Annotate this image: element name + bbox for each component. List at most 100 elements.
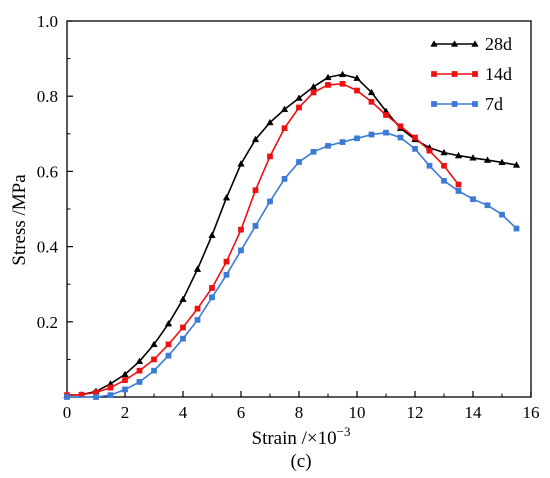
data-point-14d: [383, 112, 389, 118]
data-point-14d: [296, 104, 302, 111]
data-point-7d: [470, 196, 476, 203]
data-point-28d: [454, 151, 463, 159]
data-point-28d: [440, 148, 448, 156]
data-point-7d: [267, 198, 273, 205]
data-point-7d: [310, 148, 317, 155]
legend-label-28d: 28d: [485, 34, 512, 54]
data-point-28d: [324, 73, 332, 81]
legend-marker-7d: [472, 101, 478, 107]
data-point-7d: [441, 177, 447, 184]
figure-caption: (c): [290, 451, 311, 472]
data-point-14d: [107, 384, 114, 391]
plot-frame: [66, 20, 532, 398]
data-point-7d: [484, 202, 491, 209]
y-tick-label: 0.6: [37, 162, 58, 181]
x-axis-title-exponent: −3: [337, 424, 351, 439]
data-point-28d: [469, 154, 477, 161]
data-point-28d: [266, 118, 274, 126]
data-point-7d: [238, 247, 244, 254]
data-point-7d: [252, 223, 259, 229]
data-point-28d: [222, 193, 231, 201]
data-point-7d: [281, 176, 288, 182]
legend-marker-14d: [431, 71, 437, 77]
y-tick-label: 1.0: [37, 12, 58, 31]
data-point-14d: [412, 134, 418, 141]
data-point-7d: [209, 294, 215, 301]
data-point-7d: [64, 394, 70, 400]
data-point-28d: [135, 357, 144, 364]
data-point-7d: [223, 271, 230, 278]
y-tick-label: 0.8: [37, 87, 58, 106]
data-point-7d: [426, 162, 433, 169]
data-point-7d: [455, 188, 462, 194]
data-point-28d: [121, 370, 129, 378]
data-point-14d: [426, 147, 433, 154]
x-tick-label: 8: [295, 403, 304, 422]
data-point-28d: [367, 88, 376, 96]
data-point-7d: [93, 394, 99, 400]
data-point-14d: [397, 123, 404, 130]
data-point-14d: [223, 258, 230, 265]
y-tick-label: 0.4: [37, 238, 59, 257]
data-point-7d: [194, 317, 201, 323]
legend-marker-14d: [472, 71, 478, 77]
data-point-7d: [180, 335, 186, 342]
series-line-28d: [66, 73, 517, 396]
data-point-28d: [251, 135, 260, 143]
series-7d: [64, 129, 520, 400]
data-point-28d: [512, 161, 521, 168]
data-point-7d: [397, 134, 404, 141]
x-tick-label: 2: [121, 403, 130, 422]
data-point-7d: [107, 392, 114, 398]
data-point-14d: [180, 324, 186, 331]
data-point-7d: [383, 129, 389, 136]
series-28d: [63, 70, 521, 398]
data-point-28d: [208, 231, 216, 239]
legend-label-14d: 14d: [485, 64, 512, 84]
legend: 28d 14d 7d: [430, 34, 512, 114]
data-point-7d: [122, 386, 128, 393]
plot-area: 0 2 4 6 8 10 12 14 16 0.2 0.4 0.6 0.8 1.0 28d 14d 7d: [37, 12, 540, 422]
series-line-14d: [66, 82, 460, 396]
x-axis-title: Strain /×10−3: [252, 424, 351, 449]
data-point-14d: [325, 82, 331, 88]
data-point-14d: [136, 367, 143, 374]
x-tick-label: 16: [523, 403, 540, 422]
x-tick-label: 4: [179, 403, 188, 422]
legend-label-7d: 7d: [485, 94, 503, 114]
legend-marker-28d: [471, 40, 479, 47]
data-point-14d: [209, 285, 215, 291]
data-point-28d: [150, 340, 158, 348]
y-tick-label: 0.2: [37, 313, 58, 332]
data-point-28d: [483, 156, 492, 163]
legend-marker-28d: [450, 40, 459, 47]
legend-marker-7d: [451, 101, 458, 107]
data-point-28d: [295, 94, 303, 101]
x-tick-label: 10: [349, 403, 366, 422]
data-point-7d: [354, 135, 360, 142]
data-point-7d: [325, 142, 331, 149]
data-point-14d: [441, 162, 447, 169]
data-point-28d: [280, 105, 289, 113]
data-point-7d: [412, 145, 418, 152]
data-point-7d: [499, 211, 505, 218]
data-point-14d: [455, 181, 462, 188]
legend-marker-14d: [451, 71, 458, 77]
data-point-7d: [368, 131, 375, 138]
data-point-7d: [296, 159, 302, 165]
data-point-14d: [368, 98, 375, 105]
x-tick-label: 14: [465, 403, 483, 422]
data-point-7d: [513, 225, 520, 232]
data-point-7d: [136, 379, 143, 385]
data-point-28d: [179, 295, 187, 302]
data-point-28d: [237, 160, 245, 167]
data-point-28d: [353, 74, 361, 81]
data-point-7d: [339, 139, 346, 145]
data-point-28d: [498, 158, 506, 166]
data-point-14d: [252, 187, 259, 194]
data-point-28d: [193, 265, 202, 272]
data-point-14d: [151, 356, 157, 363]
data-point-7d: [151, 367, 157, 374]
data-point-14d: [281, 125, 288, 132]
